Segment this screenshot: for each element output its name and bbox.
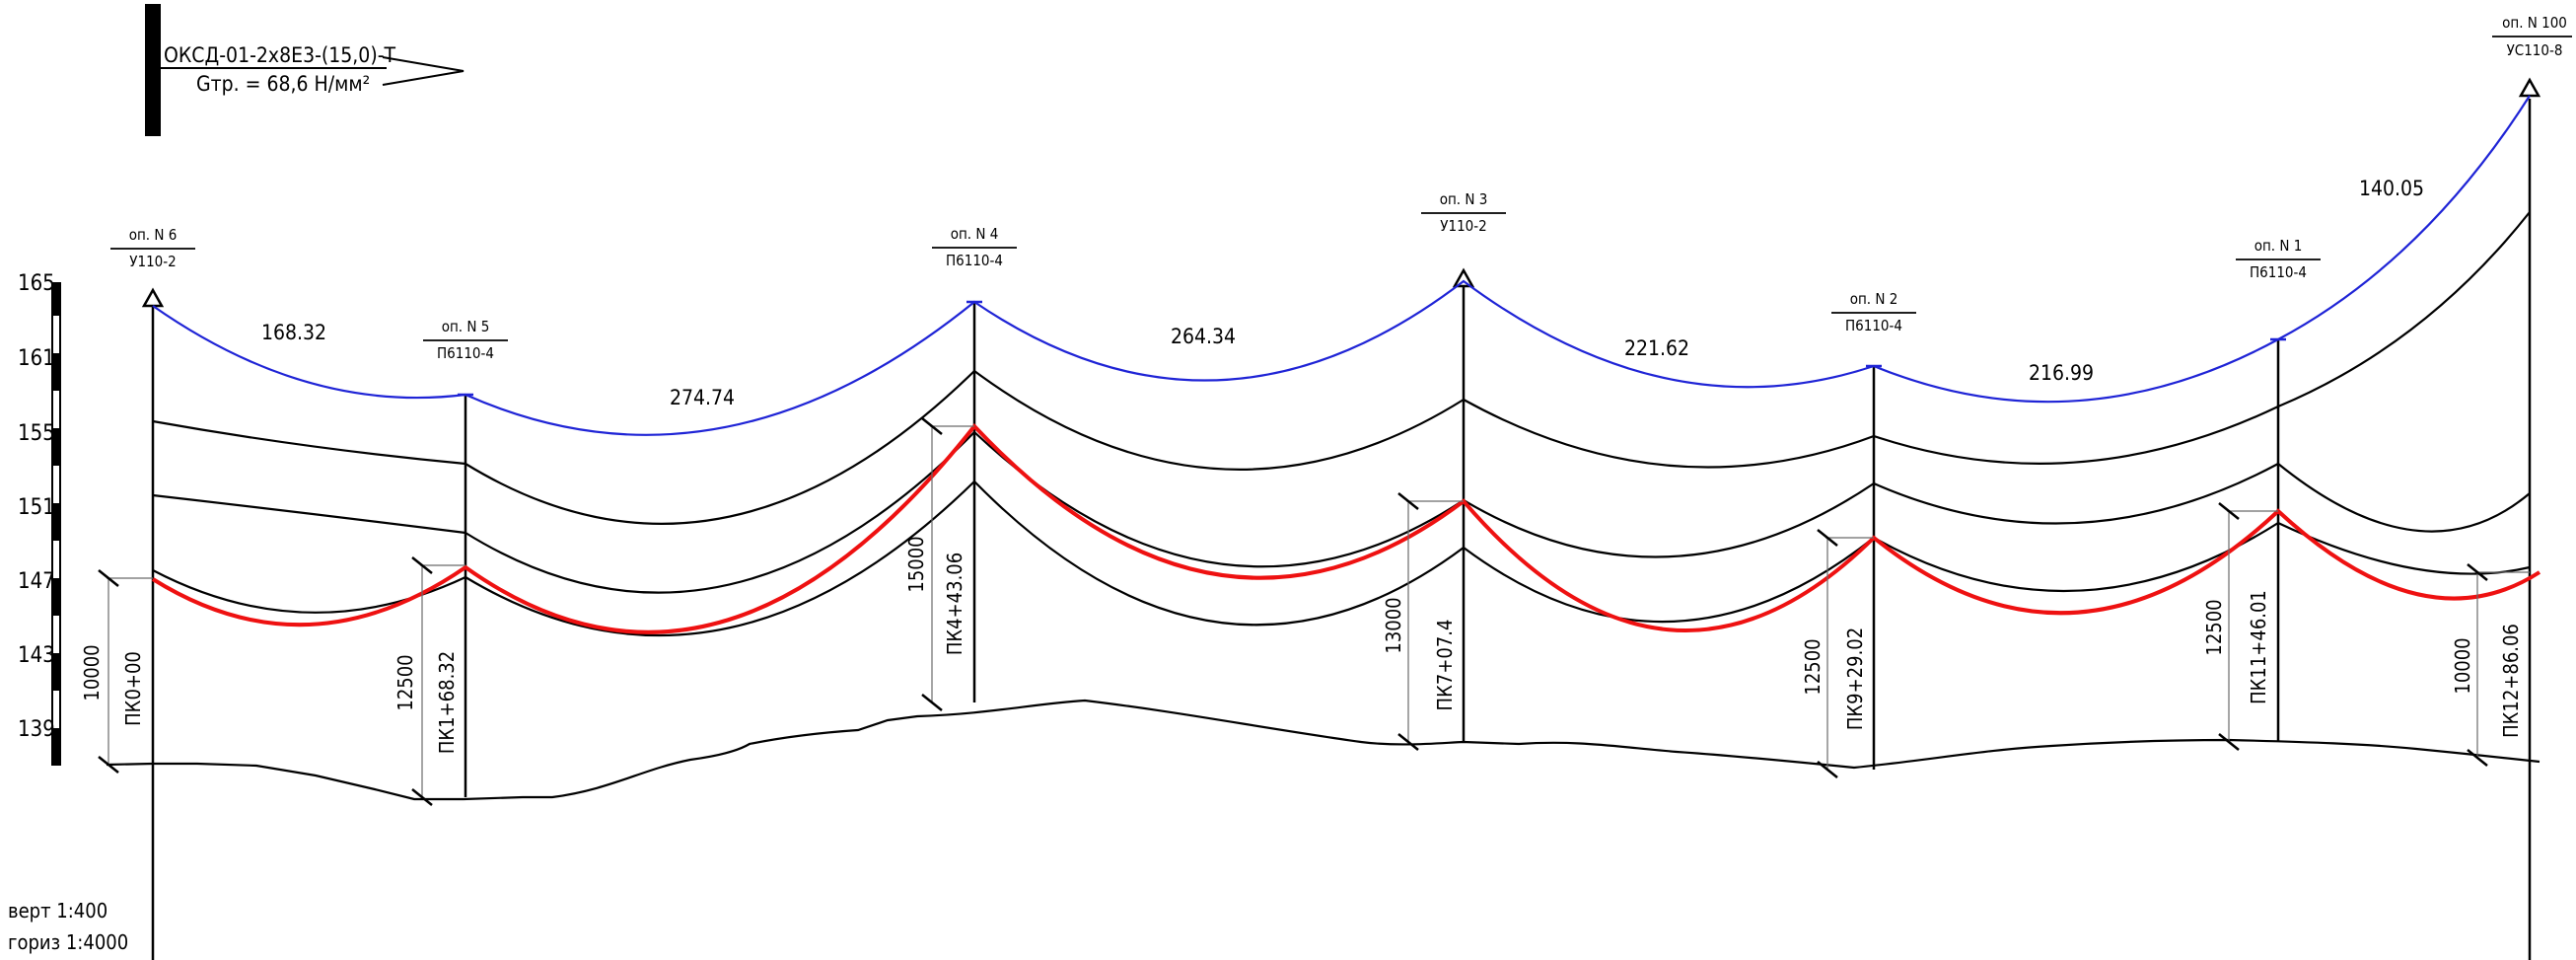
spec-black-bar [145, 4, 161, 136]
scale-bar-gap [53, 391, 59, 428]
dim-tick [1817, 761, 1838, 778]
dim-tick [2218, 502, 2240, 520]
support-label-6: оп. N 6 У110-2 [110, 226, 195, 270]
support-type: П6110-4 [2250, 263, 2307, 281]
elevation-scale: 165 161 155 151 147 143 139 [18, 271, 61, 766]
support-name: оп. N 1 [2254, 237, 2303, 255]
support-name: оп. N 5 [442, 318, 490, 335]
dim-tick [2467, 563, 2488, 581]
span-length: 140.05 [2359, 177, 2424, 200]
support-label-100: оп. N 100 УС110-8 [2492, 14, 2572, 59]
support-type: П6110-4 [437, 344, 494, 362]
dim-tick [921, 417, 943, 435]
support-name: оп. N 6 [129, 226, 178, 244]
phase-wire-lower [152, 480, 2531, 636]
anchor-triangle-icon [1452, 267, 1475, 288]
support-poles [151, 99, 2532, 960]
dim-tick [1397, 492, 1419, 510]
support-label-1: оп. N 1 П6110-4 [2236, 237, 2321, 281]
suspension-height: 12500 [394, 654, 417, 710]
support-type: У110-2 [1440, 217, 1486, 235]
dim-tick [1817, 529, 1838, 547]
support-label-4: оп. N 4 П6110-4 [932, 225, 1017, 269]
picket-label: ПК0+00 [121, 651, 145, 726]
phase-wire-middle [152, 430, 2531, 594]
support-type: У110-2 [129, 253, 176, 270]
scale-notes: верт 1:400 гориз 1:4000 [8, 899, 128, 954]
spec-arrow-icon [382, 56, 465, 86]
support-type: П6110-4 [946, 252, 1003, 269]
support-labels: оп. N 6 У110-2 оп. N 5 П6110-4 оп. N 4 П… [110, 14, 2572, 362]
span-length: 168.32 [261, 321, 326, 344]
picket-label: ПК1+68.32 [435, 651, 459, 754]
vertical-annotations: 10000 ПК0+00 12500 ПК1+68.32 15000 ПК4+4… [80, 536, 2523, 754]
anchor-triangle-icon [141, 287, 165, 308]
anchor-triangle-icon [2518, 77, 2541, 98]
elevation-tick-label: 151 [18, 495, 55, 520]
phase-wire-upper [152, 211, 2531, 525]
support-label-2: оп. N 2 П6110-4 [1831, 290, 1916, 334]
support-name: оп. N 4 [951, 225, 999, 243]
span-length: 274.74 [670, 386, 735, 409]
insulator-caps [458, 300, 2286, 397]
scale-bar-gap [53, 541, 59, 578]
ground-profile [106, 699, 2540, 801]
horizontal-scale-note: гориз 1:4000 [8, 930, 128, 954]
suspension-height: 12500 [2202, 599, 2226, 655]
scale-bar-gap [53, 616, 59, 653]
height-guides [107, 425, 2530, 797]
support-label-3: оп. N 3 У110-2 [1421, 190, 1506, 235]
vertical-scale-note: верт 1:400 [8, 899, 107, 923]
span-length: 264.34 [1171, 325, 1236, 348]
dim-tick [411, 788, 433, 806]
support-type: УС110-8 [2507, 41, 2563, 59]
dim-tick [98, 569, 119, 587]
suspension-height: 12500 [1801, 638, 1825, 695]
suspension-height: 15000 [904, 536, 928, 592]
picket-label: ПК7+07.4 [1433, 620, 1457, 711]
scale-bar-gap [53, 466, 59, 503]
cable-spec-block: ОКСД-01-2х8Е3-(15,0)-Т Gтр. = 68,6 Н/мм² [145, 4, 465, 136]
dim-tick [1397, 733, 1419, 751]
elevation-tick-label: 161 [18, 346, 55, 371]
dim-tick [921, 694, 943, 711]
top-wire [152, 95, 2531, 436]
suspension-height: 10000 [2451, 637, 2474, 694]
elevation-tick-label: 139 [18, 717, 55, 742]
cable-spec-label: ОКСД-01-2х8Е3-(15,0)-Т [164, 43, 396, 67]
fiber-cable [151, 422, 2541, 634]
span-length: 221.62 [1624, 336, 1689, 360]
scale-bar-gap [53, 316, 59, 353]
suspension-height: 13000 [1382, 597, 1405, 653]
support-type: П6110-4 [1845, 317, 1902, 334]
scale-bar [51, 282, 61, 766]
span-length: 216.99 [2029, 361, 2094, 385]
picket-label: ПК11+46.01 [2247, 590, 2270, 704]
picket-label: ПК12+86.06 [2499, 624, 2523, 738]
support-label-5: оп. N 5 П6110-4 [423, 318, 508, 362]
support-name: оп. N 2 [1850, 290, 1898, 308]
dim-tick [411, 556, 433, 574]
elevation-tick-label: 165 [18, 271, 55, 296]
phase-wires [152, 211, 2531, 636]
picket-label: ПК4+43.06 [943, 553, 966, 655]
elevation-tick-label: 147 [18, 569, 55, 594]
support-name: оп. N 3 [1440, 190, 1488, 208]
elevation-tick-label: 155 [18, 421, 55, 446]
span-lengths: 168.32 274.74 264.34 221.62 216.99 140.0… [261, 177, 2424, 409]
dim-tick [98, 756, 119, 774]
picket-label: ПК9+29.02 [1843, 628, 1867, 730]
support-name: оп. N 100 [2502, 14, 2567, 32]
anchor-markers [141, 77, 2541, 308]
dim-tick [2467, 749, 2488, 767]
tension-label: Gтр. = 68,6 Н/мм² [196, 72, 370, 96]
dimension-ticks [98, 417, 2488, 806]
elevation-tick-label: 143 [18, 643, 55, 668]
dim-tick [2218, 733, 2240, 751]
scale-bar-gap [53, 691, 59, 728]
suspension-height: 10000 [80, 644, 104, 701]
